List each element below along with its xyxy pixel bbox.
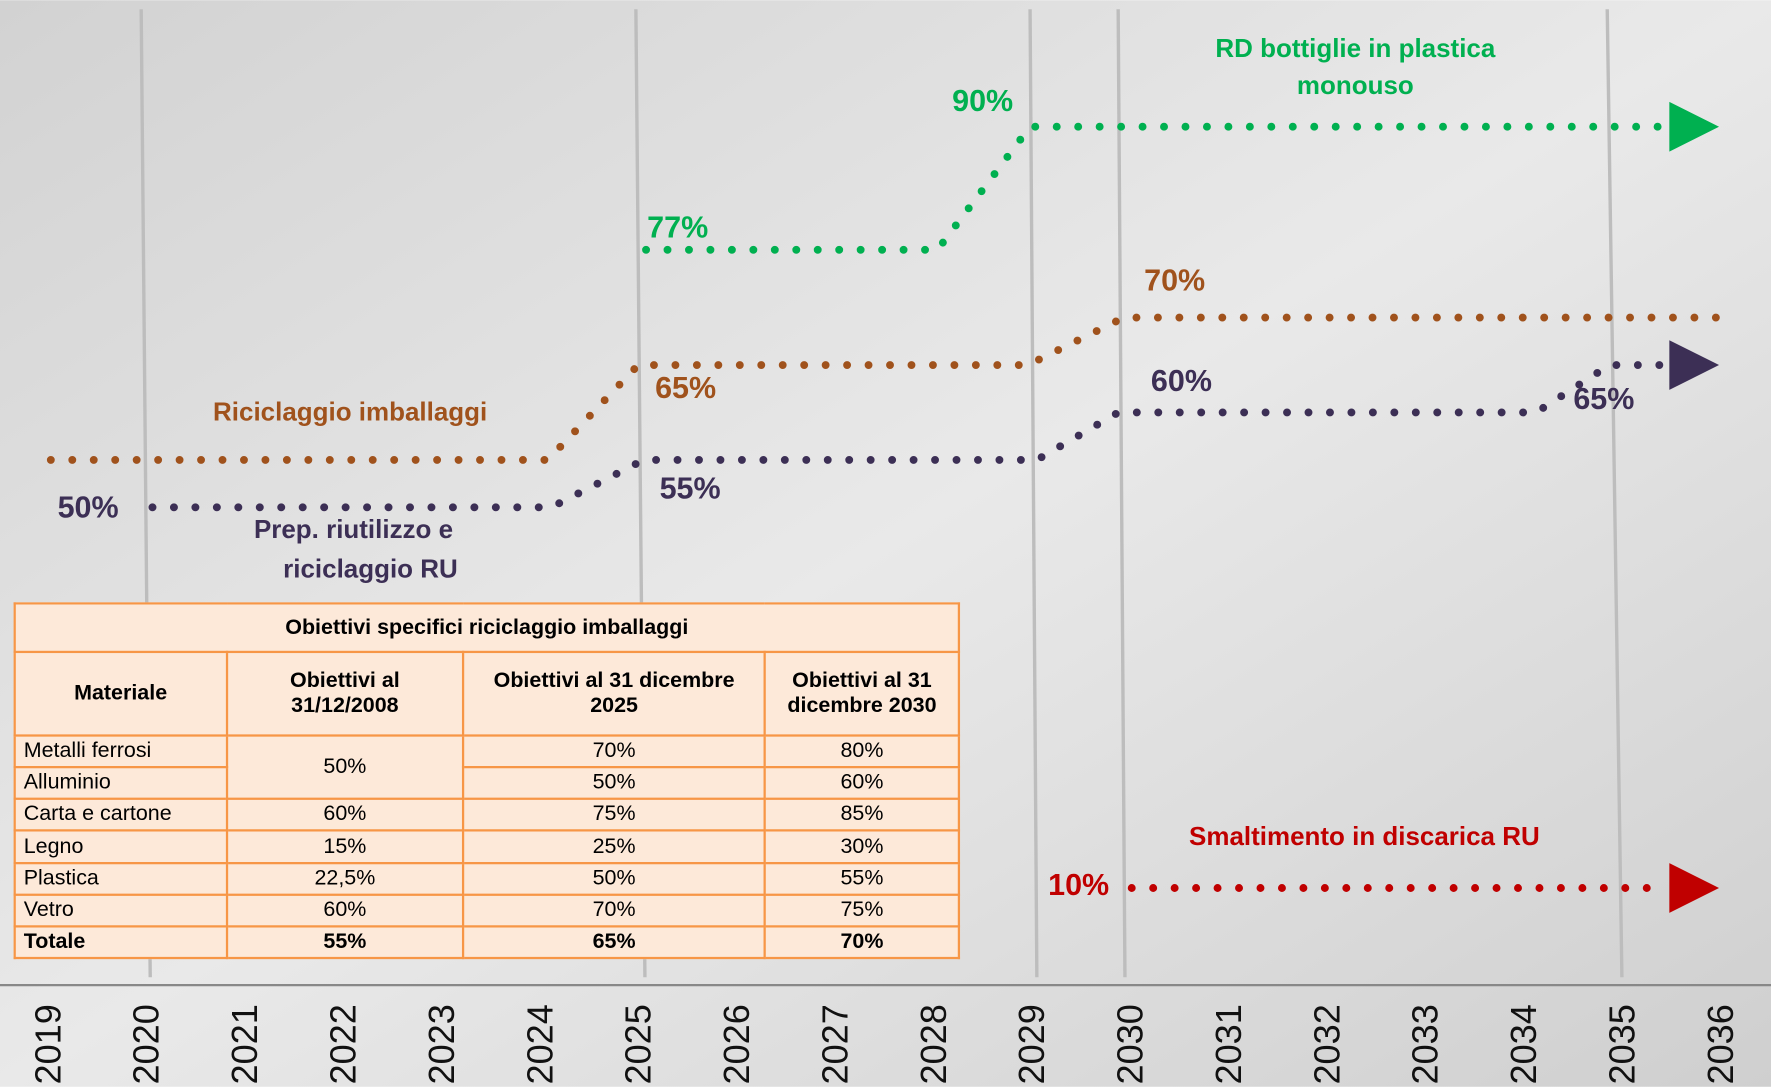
targets-table: Obiettivi specifici riciclaggio imballag…: [14, 602, 960, 959]
table-cell: 70%: [765, 926, 959, 958]
table-cell: Metalli ferrosi: [15, 736, 227, 768]
year-label: 2031: [1208, 1004, 1249, 1084]
table-cell: 50%: [227, 736, 464, 799]
percent-label: 50%: [58, 491, 119, 525]
year-label: 2020: [126, 1004, 167, 1084]
header-cell: Materiale: [15, 652, 227, 735]
table-cell: Vetro: [15, 894, 227, 926]
year-label: 2024: [519, 1004, 560, 1084]
year-label: 2029: [1011, 1004, 1052, 1084]
year-label: 2025: [618, 1004, 659, 1084]
percent-label: 77%: [647, 211, 708, 245]
year-label: 2021: [224, 1004, 265, 1084]
year-label: 2027: [814, 1004, 855, 1084]
year-label: 2028: [913, 1004, 954, 1084]
table-title: Obiettivi specifici riciclaggio imballag…: [15, 603, 959, 652]
page: 2019 2020 2021 2022 2023 2024 2025 2026 2027 2028…: [0, 0, 1771, 1087]
table-cell: 55%: [227, 926, 464, 958]
percent-label: 10%: [1048, 868, 1109, 902]
percent-label: 70%: [1144, 264, 1205, 298]
table-cell: Plastica: [15, 863, 227, 895]
header-cell: Obiettivi al 31 dicembre 2030: [765, 652, 959, 735]
table-cell: 25%: [463, 831, 765, 863]
table-cell: 60%: [227, 894, 464, 926]
year-label: 2034: [1503, 1004, 1544, 1084]
series-name: monouso: [1297, 70, 1414, 100]
year-label: 2023: [421, 1004, 462, 1084]
year-label: 2036: [1700, 1004, 1741, 1084]
table-cell: Totale: [15, 926, 227, 958]
percent-label: 65%: [655, 371, 716, 405]
table-cell: 70%: [463, 736, 765, 768]
year-label: 2019: [27, 1004, 68, 1084]
header-cell: Obiettivi al 31/12/2008: [227, 652, 464, 735]
table-cell: Carta e cartone: [15, 799, 227, 831]
percent-label: 90%: [952, 84, 1013, 118]
slide: 2019 2020 2021 2022 2023 2024 2025 2026 2027 2028…: [0, 0, 1771, 1087]
percent-label: 55%: [660, 471, 721, 505]
series-name: Riciclaggio imballaggi: [213, 396, 487, 426]
header-cell: Obiettivi al 31 dicembre 2025: [463, 652, 765, 735]
table-cell: 85%: [765, 799, 959, 831]
year-label: 2035: [1601, 1004, 1642, 1084]
year-label: 2033: [1405, 1004, 1446, 1084]
series-name: riciclaggio RU: [283, 553, 458, 583]
series-name: RD bottiglie in plastica: [1215, 33, 1495, 63]
series-name: Prep. riutilizzo e: [254, 514, 453, 544]
table-cell: 50%: [463, 863, 765, 895]
table-cell: 30%: [765, 831, 959, 863]
percent-label: 60%: [1151, 364, 1212, 398]
table-cell: 75%: [765, 894, 959, 926]
table-cell: 65%: [463, 926, 765, 958]
table-cell: 80%: [765, 736, 959, 768]
year-label: 2032: [1306, 1004, 1347, 1084]
table-cell: 60%: [765, 767, 959, 799]
table-row: Alluminio 50%60%: [15, 767, 959, 799]
table-cell: 15%: [227, 831, 464, 863]
table-cell: 50%: [463, 767, 765, 799]
table-cell: Alluminio: [15, 767, 227, 799]
table-cell: 22,5%: [227, 863, 464, 895]
year-label: 2022: [323, 1004, 364, 1084]
table-container: Obiettivi specifici riciclaggio imballag…: [14, 602, 963, 961]
year-label: 2026: [716, 1004, 757, 1084]
table-cell: Legno: [15, 831, 227, 863]
series-name: Smaltimento in discarica RU: [1189, 821, 1540, 851]
table-cell: 75%: [463, 799, 765, 831]
table-cell: 70%: [463, 894, 765, 926]
table-cell: 60%: [227, 799, 464, 831]
table-cell: 55%: [765, 863, 959, 895]
percent-label: 65%: [1573, 382, 1634, 416]
year-label: 2030: [1110, 1004, 1151, 1084]
